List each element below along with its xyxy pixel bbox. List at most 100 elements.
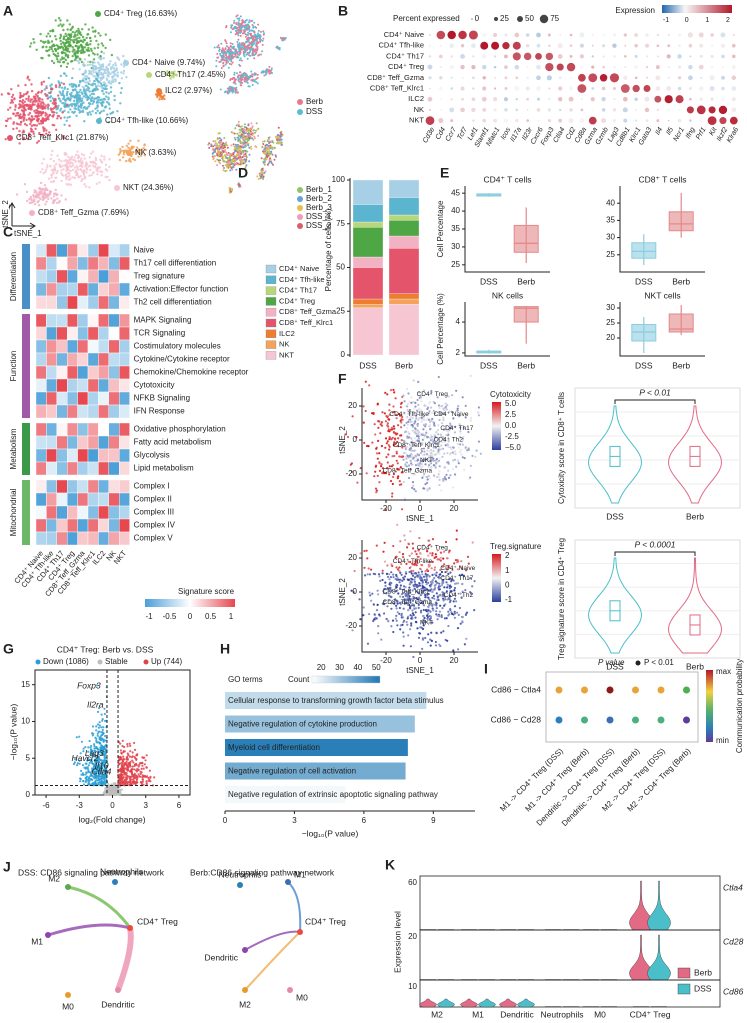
cell-point [391, 436, 394, 439]
cell-point [96, 105, 99, 108]
cell-point [33, 202, 37, 206]
cell-point [76, 92, 79, 95]
cell-point [366, 573, 369, 576]
cell-point [59, 23, 62, 26]
dot [732, 54, 736, 59]
cell-point [403, 424, 406, 427]
cell-point [237, 74, 240, 77]
cell-point [83, 46, 87, 49]
cell-point [228, 154, 231, 157]
cell-point [83, 50, 86, 54]
cell-point [253, 31, 256, 34]
cell-point [235, 23, 238, 26]
dot [613, 98, 616, 101]
cell-point [115, 67, 118, 70]
cell-point [249, 130, 252, 132]
dot [634, 43, 638, 48]
cell-point [40, 91, 43, 94]
cell-point [382, 550, 385, 553]
cell-point [41, 117, 45, 120]
cell-point [85, 171, 88, 174]
dot [707, 116, 717, 126]
dot [471, 107, 476, 113]
cell-point [242, 74, 245, 76]
cell-point [390, 625, 393, 628]
cell-point [252, 138, 255, 141]
dot [460, 86, 465, 91]
cell-point [97, 43, 100, 46]
cell-point [71, 67, 75, 70]
cell-point [477, 440, 481, 443]
row-label: CD4⁺ Naive [384, 30, 424, 39]
cell-point [431, 581, 434, 584]
colorbar [145, 599, 235, 607]
cell-point [434, 466, 437, 469]
cell-point [64, 104, 67, 107]
cell-point [398, 455, 401, 458]
cell-point [380, 463, 383, 466]
cell-point [267, 68, 270, 71]
cell-point [221, 49, 223, 52]
cluster-label: CD4⁺ Naive [434, 411, 469, 418]
cell-point [374, 487, 378, 490]
cell-point [245, 158, 248, 161]
cell-point [212, 145, 215, 148]
cell-point [365, 472, 368, 475]
cell-point [427, 418, 431, 421]
cell-point [428, 575, 431, 578]
cell-point [230, 26, 233, 29]
cell-point [233, 145, 236, 148]
dot [526, 44, 530, 48]
cell-point [398, 483, 401, 486]
cell-point [230, 50, 233, 53]
legend-key [297, 196, 303, 202]
cell-point [416, 424, 419, 427]
cell-point [257, 35, 260, 38]
cell-point [69, 177, 72, 180]
cell-point [216, 56, 219, 59]
cell-point [428, 450, 431, 453]
cell-point [229, 52, 232, 54]
cell-point [52, 113, 55, 117]
cell-point [89, 164, 92, 167]
cell-point [131, 147, 134, 150]
cell-point [438, 457, 441, 460]
dot [612, 118, 617, 123]
cell-point [83, 157, 86, 160]
cell-point [236, 32, 239, 35]
cell-point [224, 164, 227, 167]
heat-cell [56, 339, 68, 354]
cell-point [46, 97, 49, 100]
cell-point [373, 475, 376, 478]
cell-point [456, 459, 460, 462]
cell-point [71, 76, 74, 80]
heat-cell [35, 531, 47, 546]
cell-point [77, 108, 80, 111]
heat-cell [98, 378, 110, 393]
cell-point [229, 45, 232, 48]
cell-point [451, 468, 454, 471]
cell-point [238, 59, 241, 62]
cell-point [275, 136, 278, 139]
cell-point [81, 85, 85, 89]
dot [514, 32, 520, 38]
legend-key [297, 99, 303, 105]
cell-point [74, 107, 78, 111]
colorbar-tick: 0.5 [205, 612, 217, 621]
cell-point [83, 71, 87, 74]
dot [720, 43, 726, 48]
cell-point [414, 401, 417, 404]
cell-point [61, 91, 64, 95]
cell-point [89, 113, 93, 116]
dot [515, 118, 519, 123]
cell-point [76, 102, 79, 105]
cell-point [56, 169, 59, 173]
cell-point [219, 88, 222, 91]
cell-point [244, 149, 247, 152]
cell-point [71, 168, 75, 172]
cell-point [394, 442, 397, 446]
cell-point [386, 564, 389, 567]
cell-point [402, 394, 405, 397]
cell-point [237, 138, 240, 141]
heat-cell [46, 422, 58, 437]
